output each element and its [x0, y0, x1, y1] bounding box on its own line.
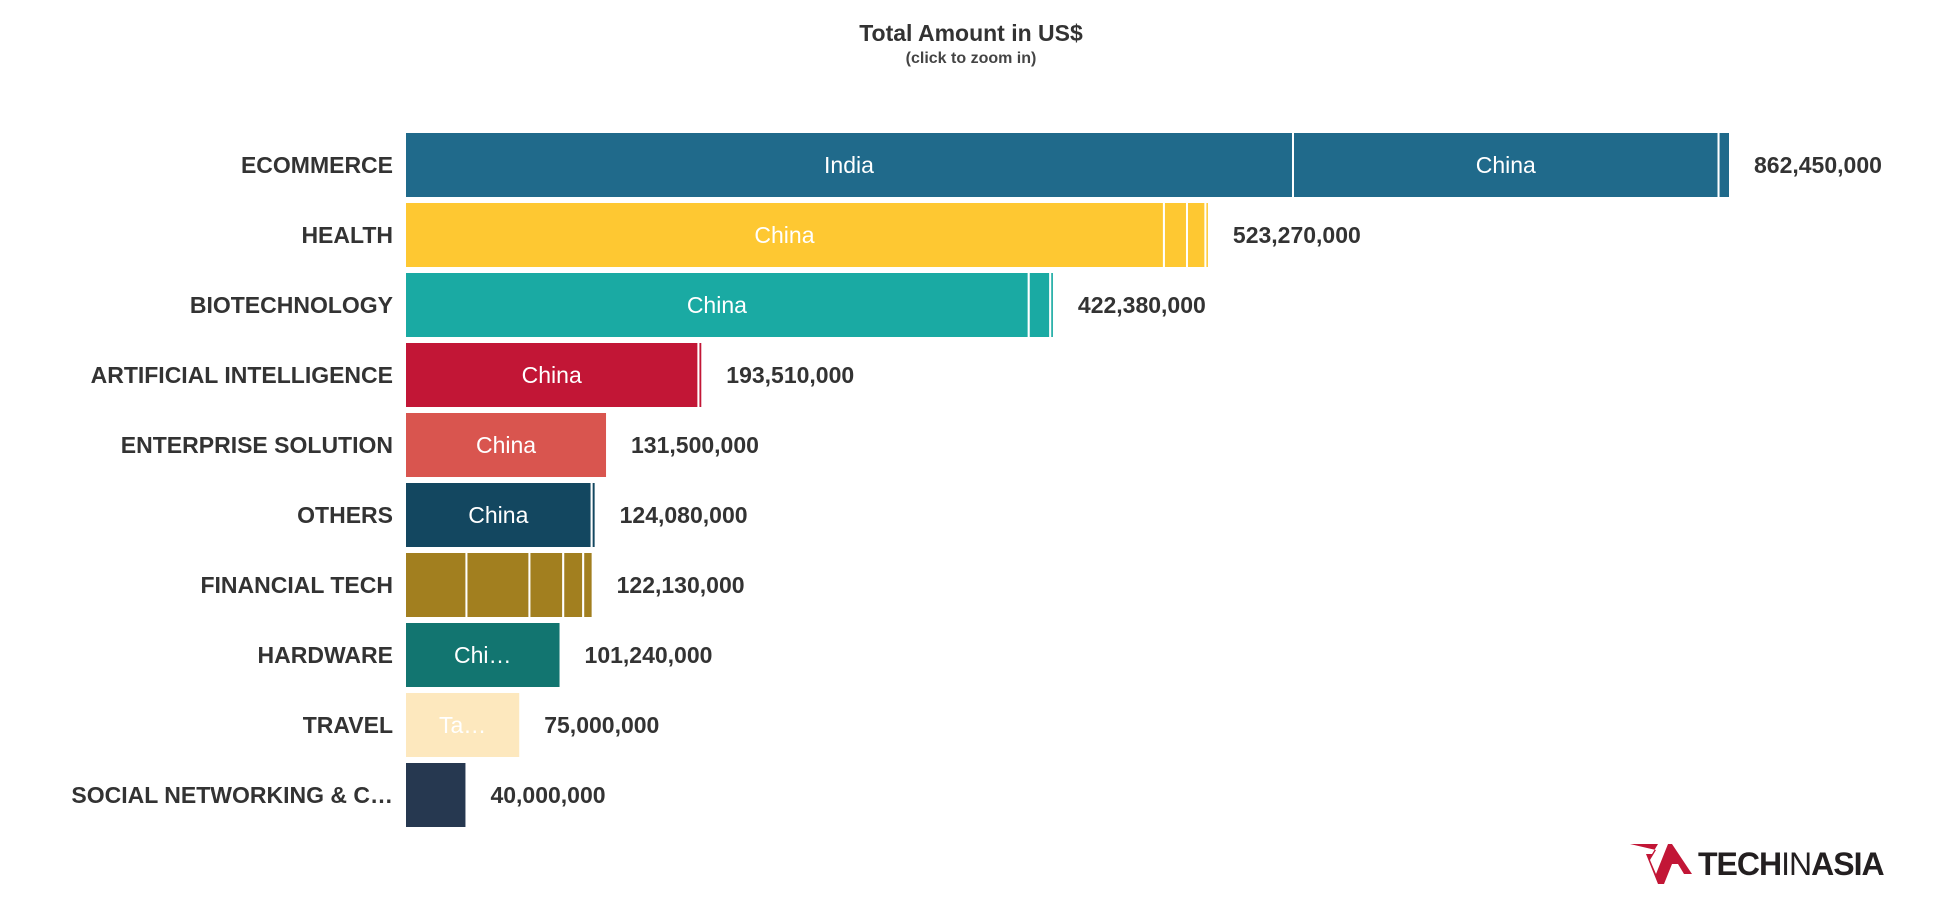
bar-segment-ecommerce-0[interactable]	[404, 131, 1294, 199]
bar-segment-financial-tech-0[interactable]	[404, 551, 468, 619]
bar-segment-health-1[interactable]	[1162, 201, 1188, 269]
category-label-artificial-intelligence: ARTIFICIAL INTELLIGENCE	[91, 362, 393, 388]
techinasia-logo-text: TECHINASIA	[1698, 845, 1885, 883]
bar-segment-artificial-intelligence-1[interactable]	[697, 341, 704, 409]
category-label-travel: TRAVEL	[303, 712, 393, 738]
bar-segment-enterprise-solution-0[interactable]	[404, 411, 609, 479]
total-label-health: 523,270,000	[1233, 222, 1361, 248]
logo-text-in: IN	[1781, 845, 1812, 882]
bar-segment-financial-tech-4[interactable]	[582, 551, 594, 619]
total-label-ecommerce: 862,450,000	[1754, 152, 1882, 178]
category-label-financial-tech: FINANCIAL TECH	[200, 572, 393, 598]
segment-label-artificial-intelligence-0: China	[522, 362, 582, 388]
segment-label-travel-0: Ta…	[439, 712, 486, 738]
bar-segment-biotechnology-2[interactable]	[1049, 271, 1055, 339]
bar-segment-health-0[interactable]	[404, 201, 1165, 269]
logo-text-tech: TECH	[1698, 845, 1782, 882]
chart-subtitle[interactable]: (click to zoom in)	[905, 50, 1037, 67]
category-label-enterprise-solution: ENTERPRISE SOLUTION	[121, 432, 393, 458]
segment-label-ecommerce-0: India	[824, 152, 874, 178]
total-label-financial-tech: 122,130,000	[617, 572, 745, 598]
bar-segment-ecommerce-2[interactable]	[1717, 131, 1732, 199]
bar-segment-financial-tech-1[interactable]	[465, 551, 531, 619]
segment-label-ecommerce-1: China	[1476, 152, 1536, 178]
bar-segment-hardware-0[interactable]	[404, 621, 562, 689]
category-label-biotechnology: BIOTECHNOLOGY	[190, 292, 393, 318]
total-label-travel: 75,000,000	[544, 712, 659, 738]
bar-segment-travel-0[interactable]	[404, 691, 522, 759]
bar-segment-health-3[interactable]	[1204, 201, 1210, 269]
segment-label-biotechnology-0: China	[687, 292, 747, 318]
chart-title: Total Amount in US$	[859, 20, 1083, 46]
total-label-others: 124,080,000	[620, 502, 748, 528]
total-label-artificial-intelligence: 193,510,000	[726, 362, 854, 388]
bar-segment-biotechnology-1[interactable]	[1027, 271, 1052, 339]
bar-segment-financial-tech-2[interactable]	[528, 551, 565, 619]
bar-segment-financial-tech-3[interactable]	[562, 551, 585, 619]
segment-label-enterprise-solution-0: China	[476, 432, 536, 458]
techinasia-logo-mark-icon	[1630, 844, 1692, 884]
category-label-ecommerce: ECOMMERCE	[241, 152, 393, 178]
category-label-others: OTHERS	[297, 502, 393, 528]
techinasia-logo: TECHINASIA	[1628, 836, 1885, 892]
logo-text-asia: ASIA	[1811, 845, 1884, 882]
segment-label-health-0: China	[754, 222, 814, 248]
bar-segment-others-1[interactable]	[590, 481, 597, 549]
bar-segment-biotechnology-0[interactable]	[404, 271, 1030, 339]
total-label-biotechnology: 422,380,000	[1078, 292, 1206, 318]
bar-segment-others-0[interactable]	[404, 481, 593, 549]
category-label-social-networking-c: SOCIAL NETWORKING & C…	[71, 782, 393, 808]
category-label-hardware: HARDWARE	[258, 642, 393, 668]
bar-segment-artificial-intelligence-0[interactable]	[404, 341, 700, 409]
category-label-health: HEALTH	[301, 222, 393, 248]
segment-label-hardware-0: Chi…	[454, 642, 512, 668]
total-label-social-networking-c: 40,000,000	[490, 782, 605, 808]
bar-segment-health-2[interactable]	[1185, 201, 1207, 269]
segment-label-others-0: China	[468, 502, 528, 528]
bar-segment-social-networking-c-0[interactable]	[404, 761, 468, 829]
total-label-enterprise-solution: 131,500,000	[631, 432, 759, 458]
total-label-hardware: 101,240,000	[585, 642, 713, 668]
